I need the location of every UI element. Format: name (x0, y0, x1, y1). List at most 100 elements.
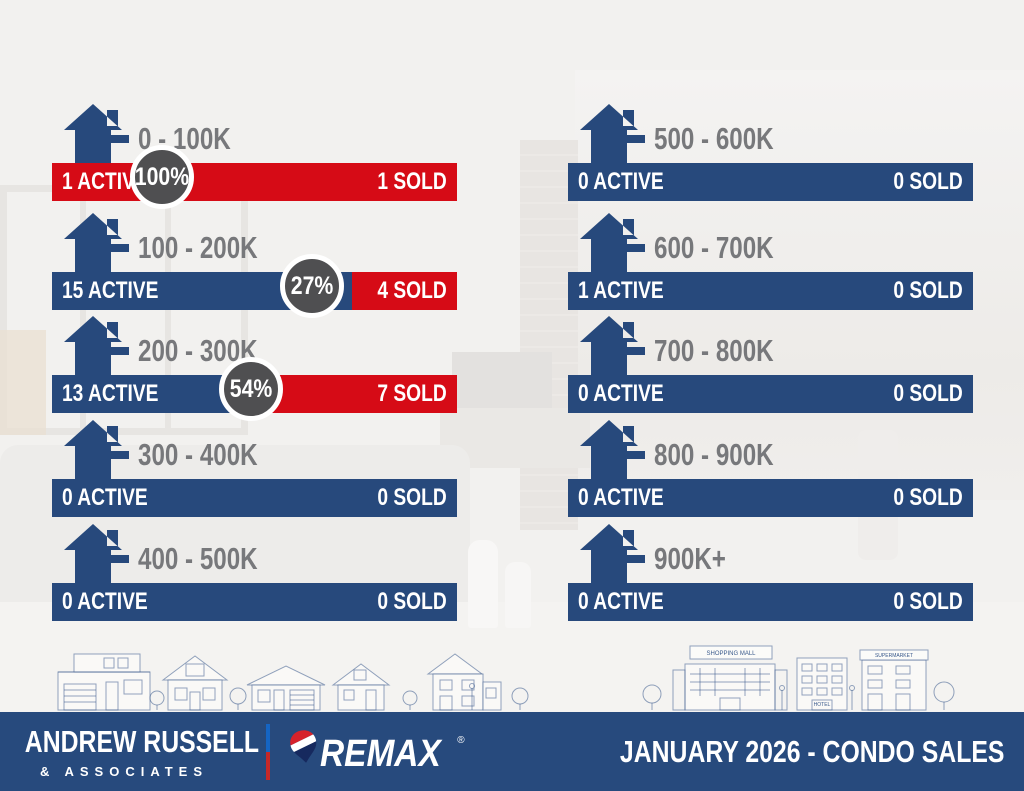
house-arrow-icon (580, 524, 645, 584)
price-range-row: 500 - 600K 0 ACTIVE 0 SOLD (568, 101, 973, 203)
active-sold-bar: 0 ACTIVE 0 SOLD (568, 375, 973, 413)
registered-mark: ® (457, 735, 465, 746)
sold-bar-segment (260, 375, 457, 413)
house-arrow-icon (64, 316, 129, 376)
skyline-shopping-mall: SHOPPING MALL (673, 646, 787, 710)
active-count-label: 13 ACTIVE (62, 380, 159, 407)
skyline-house-modern (58, 654, 150, 710)
brand-divider (266, 723, 270, 780)
percent-sold-badge: 54% (218, 357, 283, 421)
sold-count-label: 0 SOLD (893, 168, 963, 195)
footer-bar: ANDREW RUSSELL & ASSOCIATES (0, 712, 1024, 791)
house-arrow-icon (64, 420, 129, 480)
active-count-label: 0 ACTIVE (578, 168, 664, 195)
skyline-house-two-storey (428, 654, 501, 710)
house-arrow-icon (580, 213, 645, 273)
price-range-label: 900K+ (654, 541, 726, 576)
skyline-house-bungalow (247, 666, 325, 710)
skyline-supermarket: SUPERMARKET (860, 650, 928, 710)
house-arrow-icon (580, 104, 645, 164)
hotel-sign-text: HOTEL (814, 702, 831, 708)
column-left: 0 - 100K 1 ACTIVE 1 SOLD 100% 100 - 200K… (52, 0, 457, 712)
brand-name: ANDREW RUSSELL (24, 724, 260, 759)
sold-count-label: 0 SOLD (893, 484, 963, 511)
price-range-label: 500 - 600K (654, 121, 774, 156)
price-range-row: 800 - 900K 0 ACTIVE 0 SOLD (568, 417, 973, 519)
mall-sign-text: SHOPPING MALL (706, 651, 756, 657)
active-sold-bar: 1 ACTIVE 1 SOLD 100% (52, 145, 457, 209)
skyline-trees-and-lamps (150, 682, 954, 710)
divider-blue-segment (266, 723, 270, 752)
active-sold-bar: 1 ACTIVE 0 SOLD (568, 272, 973, 310)
price-range-label: 600 - 700K (654, 230, 774, 265)
sold-bar-segment (351, 272, 457, 310)
price-range-label: 300 - 400K (138, 437, 258, 472)
background-vase (505, 562, 531, 628)
active-count-label: 15 ACTIVE (62, 277, 159, 304)
skyline-house-cottage (333, 664, 389, 710)
sold-count-label: 4 SOLD (377, 277, 447, 304)
skyline-hotel: HOTEL (797, 658, 847, 710)
house-arrow-icon (64, 524, 129, 584)
active-count-label: 1 ACTIVE (578, 277, 664, 304)
price-range-label: 700 - 800K (654, 333, 774, 368)
remax-balloon-icon (288, 728, 320, 765)
house-arrow-icon (64, 213, 129, 273)
active-sold-bar: 0 ACTIVE 0 SOLD (52, 583, 457, 621)
percent-sold-badge: 27% (280, 254, 345, 318)
price-range-row: 400 - 500K 0 ACTIVE 0 SOLD (52, 521, 457, 623)
price-range-row: 200 - 300K 13 ACTIVE 7 SOLD 54% (52, 313, 457, 421)
price-range-row: 100 - 200K 15 ACTIVE 4 SOLD 27% (52, 210, 457, 318)
sold-count-label: 0 SOLD (893, 277, 963, 304)
percent-sold-value: 27% (290, 271, 334, 300)
price-range-row: 300 - 400K 0 ACTIVE 0 SOLD (52, 417, 457, 519)
price-range-row: 700 - 800K 0 ACTIVE 0 SOLD (568, 313, 973, 415)
price-range-row: 0 - 100K 1 ACTIVE 1 SOLD 100% (52, 101, 457, 209)
house-arrow-icon (580, 420, 645, 480)
house-arrow-icon (580, 316, 645, 376)
column-right: 500 - 600K 0 ACTIVE 0 SOLD 600 - 700K 1 … (568, 0, 973, 712)
brand-block: ANDREW RUSSELL & ASSOCIATES (0, 724, 260, 779)
sold-count-label: 0 SOLD (893, 588, 963, 615)
active-count-label: 0 ACTIVE (578, 484, 664, 511)
sold-count-label: 7 SOLD (377, 380, 447, 407)
active-sold-bar: 15 ACTIVE 4 SOLD 27% (52, 254, 457, 318)
active-sold-bar: 0 ACTIVE 0 SOLD (52, 479, 457, 517)
sold-count-label: 0 SOLD (377, 588, 447, 615)
sold-count-label: 0 SOLD (893, 380, 963, 407)
price-range-label: 800 - 900K (654, 437, 774, 472)
active-sold-bar: 0 ACTIVE 0 SOLD (568, 479, 973, 517)
active-count-label: 0 ACTIVE (578, 380, 664, 407)
remax-logo: REMAX ® (288, 727, 465, 776)
price-range-row: 600 - 700K 1 ACTIVE 0 SOLD (568, 210, 973, 312)
background-window-frame (165, 185, 171, 435)
remax-logo-text: REMAX (320, 733, 441, 775)
percent-sold-badge: 100% (130, 145, 195, 209)
skyline-house-gable (163, 656, 227, 710)
skyline-illustration: SHOPPING MALL HOTEL SUPERMARKET (0, 640, 1024, 712)
active-sold-bar: 0 ACTIVE 0 SOLD (568, 163, 973, 201)
price-range-row: 900K+ 0 ACTIVE 0 SOLD (568, 521, 973, 623)
divider-red-segment (266, 751, 270, 780)
report-title: JANUARY 2026 - CONDO SALES (620, 733, 1005, 769)
sold-count-label: 1 SOLD (377, 168, 447, 195)
background-tv (452, 352, 552, 408)
active-sold-bar: 13 ACTIVE 7 SOLD 54% (52, 357, 457, 421)
house-arrow-icon (64, 104, 129, 164)
percent-sold-value: 54% (229, 374, 272, 403)
active-count-label: 0 ACTIVE (578, 588, 664, 615)
active-count-label: 0 ACTIVE (62, 484, 148, 511)
background-warm-patch (0, 330, 46, 435)
price-range-label: 400 - 500K (138, 541, 258, 576)
active-count-label: 0 ACTIVE (62, 588, 148, 615)
background-vase (468, 540, 498, 628)
brand-subtitle: & ASSOCIATES (39, 764, 209, 779)
supermarket-sign-text: SUPERMARKET (875, 653, 913, 659)
active-sold-bar: 0 ACTIVE 0 SOLD (568, 583, 973, 621)
price-range-label: 100 - 200K (138, 230, 258, 265)
sold-count-label: 0 SOLD (377, 484, 447, 511)
background-window-frame (80, 185, 86, 435)
percent-sold-value: 100% (135, 162, 190, 191)
sold-bar-segment (52, 163, 457, 201)
